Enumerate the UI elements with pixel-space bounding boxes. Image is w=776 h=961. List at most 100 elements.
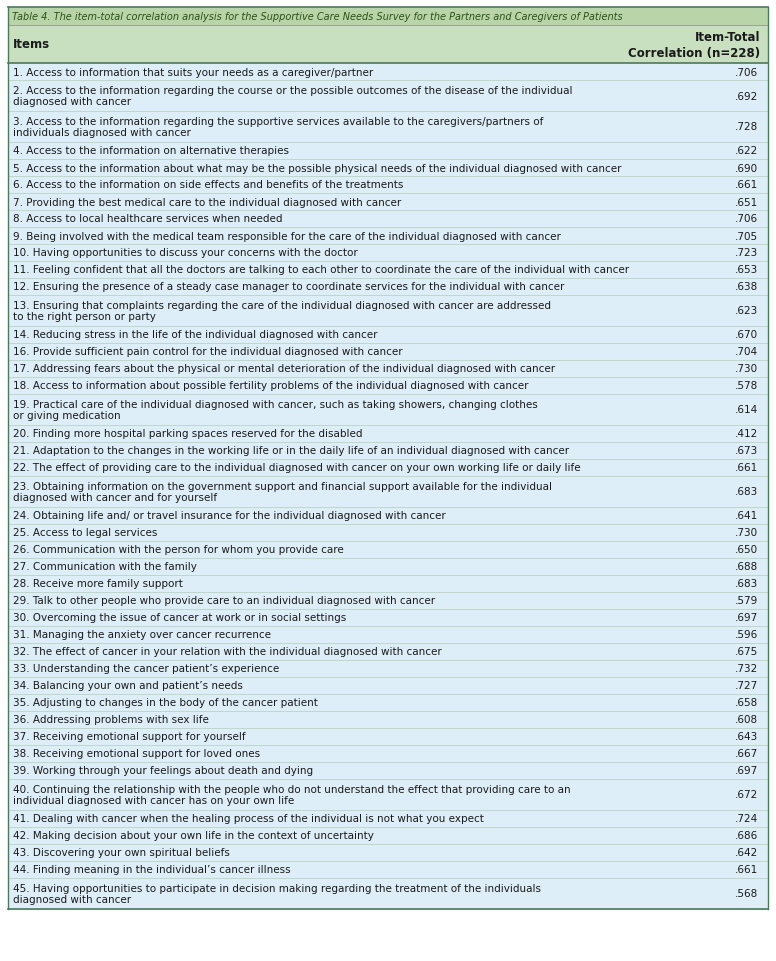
Text: .596: .596 [735,629,758,640]
Text: 28. Receive more family support: 28. Receive more family support [13,579,183,589]
Text: .608: .608 [735,715,758,725]
Bar [8,878,768,909]
Text: 27. Communication with the family: 27. Communication with the family [13,562,197,572]
Text: 32. The effect of cancer in your relation with the individual diagnosed with can: 32. The effect of cancer in your relatio… [13,647,442,656]
Bar [8,576,768,592]
Text: 30. Overcoming the issue of cancer at work or in social settings: 30. Overcoming the issue of cancer at wo… [13,613,346,623]
Text: .643: .643 [735,731,758,742]
Text: 7. Providing the best medical care to the individual diagnosed with cancer: 7. Providing the best medical care to th… [13,197,401,208]
Bar [8,660,768,678]
Text: .697: .697 [735,766,758,776]
Text: 41. Dealing with cancer when the healing process of the individual is not what y: 41. Dealing with cancer when the healing… [13,814,484,824]
Text: 3. Access to the information regarding the supportive services available to the : 3. Access to the information regarding t… [13,117,543,127]
Text: diagnosed with cancer: diagnosed with cancer [13,97,131,107]
Text: 9. Being involved with the medical team responsible for the care of the individu: 9. Being involved with the medical team … [13,232,561,241]
Bar [8,711,768,728]
Text: .650: .650 [735,545,758,554]
Bar [8,844,768,861]
Text: Correlation (n=228): Correlation (n=228) [628,47,760,60]
Text: 35. Adjusting to changes in the body of the cancer patient: 35. Adjusting to changes in the body of … [13,698,318,707]
Text: 45. Having opportunities to participate in decision making regarding the treatme: 45. Having opportunities to participate … [13,883,541,893]
Text: 37. Receiving emotional support for yourself: 37. Receiving emotional support for your… [13,731,246,742]
Text: 5. Access to the information about what may be the possible physical needs of th: 5. Access to the information about what … [13,163,622,173]
Text: .688: .688 [735,562,758,572]
Bar [8,160,768,177]
Text: .683: .683 [735,579,758,589]
Text: .651: .651 [735,197,758,208]
Text: 25. Access to legal services: 25. Access to legal services [13,528,158,538]
Text: .667: .667 [735,749,758,759]
Text: .690: .690 [735,163,758,173]
Text: .705: .705 [735,232,758,241]
Bar [8,228,768,245]
Bar [8,344,768,360]
Bar [8,194,768,210]
Text: 38. Receiving emotional support for loved ones: 38. Receiving emotional support for love… [13,749,260,759]
Text: 10. Having opportunities to discuss your concerns with the doctor: 10. Having opportunities to discuss your… [13,248,358,259]
Text: 42. Making decision about your own life in the context of uncertainty: 42. Making decision about your own life … [13,830,374,841]
Bar [8,827,768,844]
Text: .661: .661 [735,865,758,875]
Text: 40. Continuing the relationship with the people who do not understand the effect: 40. Continuing the relationship with the… [13,784,570,794]
Text: .641: .641 [735,511,758,521]
Text: .622: .622 [735,146,758,157]
Text: .658: .658 [735,698,758,707]
Text: 11. Feeling confident that all the doctors are talking to each other to coordina: 11. Feeling confident that all the docto… [13,265,629,275]
Bar [8,378,768,395]
Text: diagnosed with cancer: diagnosed with cancer [13,894,131,904]
Text: .706: .706 [735,214,758,224]
Text: 24. Obtaining life and/ or travel insurance for the individual diagnosed with ca: 24. Obtaining life and/ or travel insura… [13,511,445,521]
Text: 1. Access to information that suits your needs as a caregiver/partner: 1. Access to information that suits your… [13,67,373,78]
Text: .692: .692 [735,91,758,102]
Text: 23. Obtaining information on the government support and financial support availa: 23. Obtaining information on the governm… [13,481,552,491]
Text: .704: .704 [735,347,758,357]
Bar [8,327,768,344]
Bar [8,541,768,558]
Text: .579: .579 [735,596,758,605]
Text: 13. Ensuring that complaints regarding the care of the individual diagnosed with: 13. Ensuring that complaints regarding t… [13,301,551,310]
Text: 22. The effect of providing care to the individual diagnosed with cancer on your: 22. The effect of providing care to the … [13,463,580,473]
Bar [8,507,768,525]
Bar [8,177,768,194]
Text: .642: .642 [735,848,758,857]
Bar [8,558,768,576]
Text: .697: .697 [735,613,758,623]
Text: 17. Addressing fears about the physical or mental deterioration of the individua: 17. Addressing fears about the physical … [13,364,555,374]
Bar [8,694,768,711]
Text: .686: .686 [735,830,758,841]
Bar [8,426,768,442]
Text: to the right person or party: to the right person or party [13,311,156,322]
Text: 34. Balancing your own and patient’s needs: 34. Balancing your own and patient’s nee… [13,680,243,691]
Text: 4. Access to the information on alternative therapies: 4. Access to the information on alternat… [13,146,289,157]
Text: 39. Working through your feelings about death and dying: 39. Working through your feelings about … [13,766,314,776]
Text: .728: .728 [735,122,758,133]
Text: 20. Finding more hospital parking spaces reserved for the disabled: 20. Finding more hospital parking spaces… [13,429,362,439]
Bar [8,459,768,477]
Text: 31. Managing the anxiety over cancer recurrence: 31. Managing the anxiety over cancer rec… [13,629,271,640]
Text: .673: .673 [735,446,758,456]
Text: .672: .672 [735,790,758,800]
Bar [8,442,768,459]
Text: 36. Addressing problems with sex life: 36. Addressing problems with sex life [13,715,209,725]
Text: .638: .638 [735,283,758,292]
Text: individuals diagnosed with cancer: individuals diagnosed with cancer [13,128,191,137]
Bar [8,861,768,878]
Bar [8,643,768,660]
Bar [8,525,768,541]
Text: Items: Items [13,38,50,52]
Text: .732: .732 [735,664,758,674]
Bar [8,8,768,26]
Text: .675: .675 [735,647,758,656]
Bar [8,143,768,160]
Bar [8,627,768,643]
Bar [8,360,768,378]
Text: 2. Access to the information regarding the course or the possible outcomes of th: 2. Access to the information regarding t… [13,86,573,96]
Text: .623: .623 [735,307,758,316]
Text: .683: .683 [735,487,758,497]
Text: diagnosed with cancer and for yourself: diagnosed with cancer and for yourself [13,492,217,503]
Bar [8,261,768,279]
Text: 44. Finding meaning in the individual’s cancer illness: 44. Finding meaning in the individual’s … [13,865,291,875]
Text: 14. Reducing stress in the life of the individual diagnosed with cancer: 14. Reducing stress in the life of the i… [13,331,377,340]
Bar [8,779,768,810]
Text: .706: .706 [735,67,758,78]
